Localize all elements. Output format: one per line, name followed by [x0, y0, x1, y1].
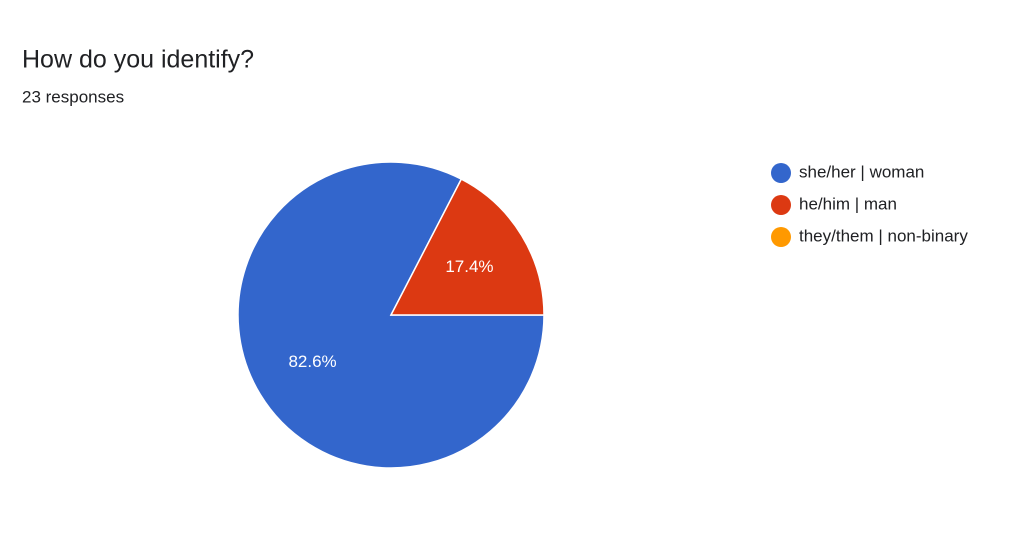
legend-swatch [771, 163, 791, 183]
chart-subtitle: 23 responses [22, 87, 124, 106]
legend-label: she/her | woman [799, 162, 924, 181]
legend-label: he/him | man [799, 194, 897, 213]
legend-label: they/them | non-binary [799, 226, 968, 245]
legend-swatch [771, 195, 791, 215]
data-label: 17.4% [445, 257, 493, 276]
legend-swatch [771, 227, 791, 247]
pie-slice [389, 178, 545, 316]
data-label: 82.6% [288, 352, 336, 371]
chart-title: How do you identify? [22, 46, 254, 74]
